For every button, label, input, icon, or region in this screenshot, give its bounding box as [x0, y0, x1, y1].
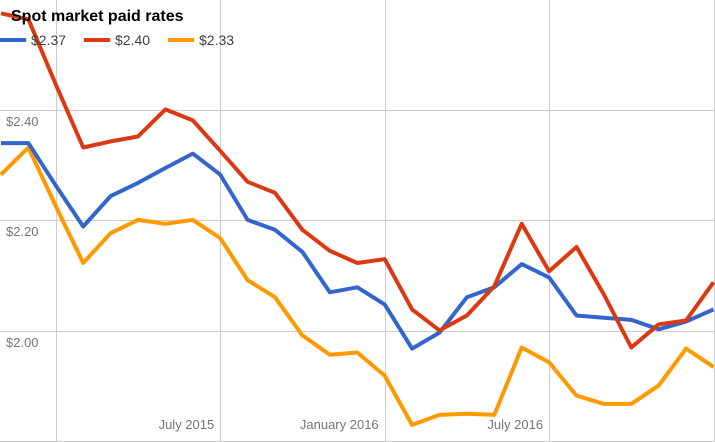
x-axis-label: January 2016	[299, 417, 379, 432]
x-axis-label: July 2015	[158, 417, 215, 432]
legend: $2.37 $2.40 $2.33	[0, 32, 715, 48]
orange-line-swatch-icon	[168, 38, 194, 42]
legend-item-orange: $2.33	[168, 32, 234, 48]
red-line-swatch-icon	[84, 38, 110, 42]
x-axis-label: July 2016	[487, 417, 544, 432]
legend-label-orange: $2.33	[199, 32, 235, 48]
series-line-2.37	[1, 141, 715, 351]
chart-title: Spot market paid rates	[11, 8, 184, 25]
series-line-2.40	[0, 11, 715, 350]
blue-line-swatch-icon	[0, 38, 26, 42]
series-line-2.33	[0, 145, 715, 427]
y-axis-label: $2.00	[6, 334, 39, 350]
legend-item-blue: $2.37	[0, 32, 66, 48]
y-axis-label: $2.40	[6, 113, 39, 129]
legend-label-red: $2.40	[115, 32, 151, 48]
legend-label-blue: $2.37	[31, 32, 67, 48]
y-axis-label: $2.20	[6, 224, 39, 239]
legend-item-red: $2.40	[84, 32, 150, 48]
